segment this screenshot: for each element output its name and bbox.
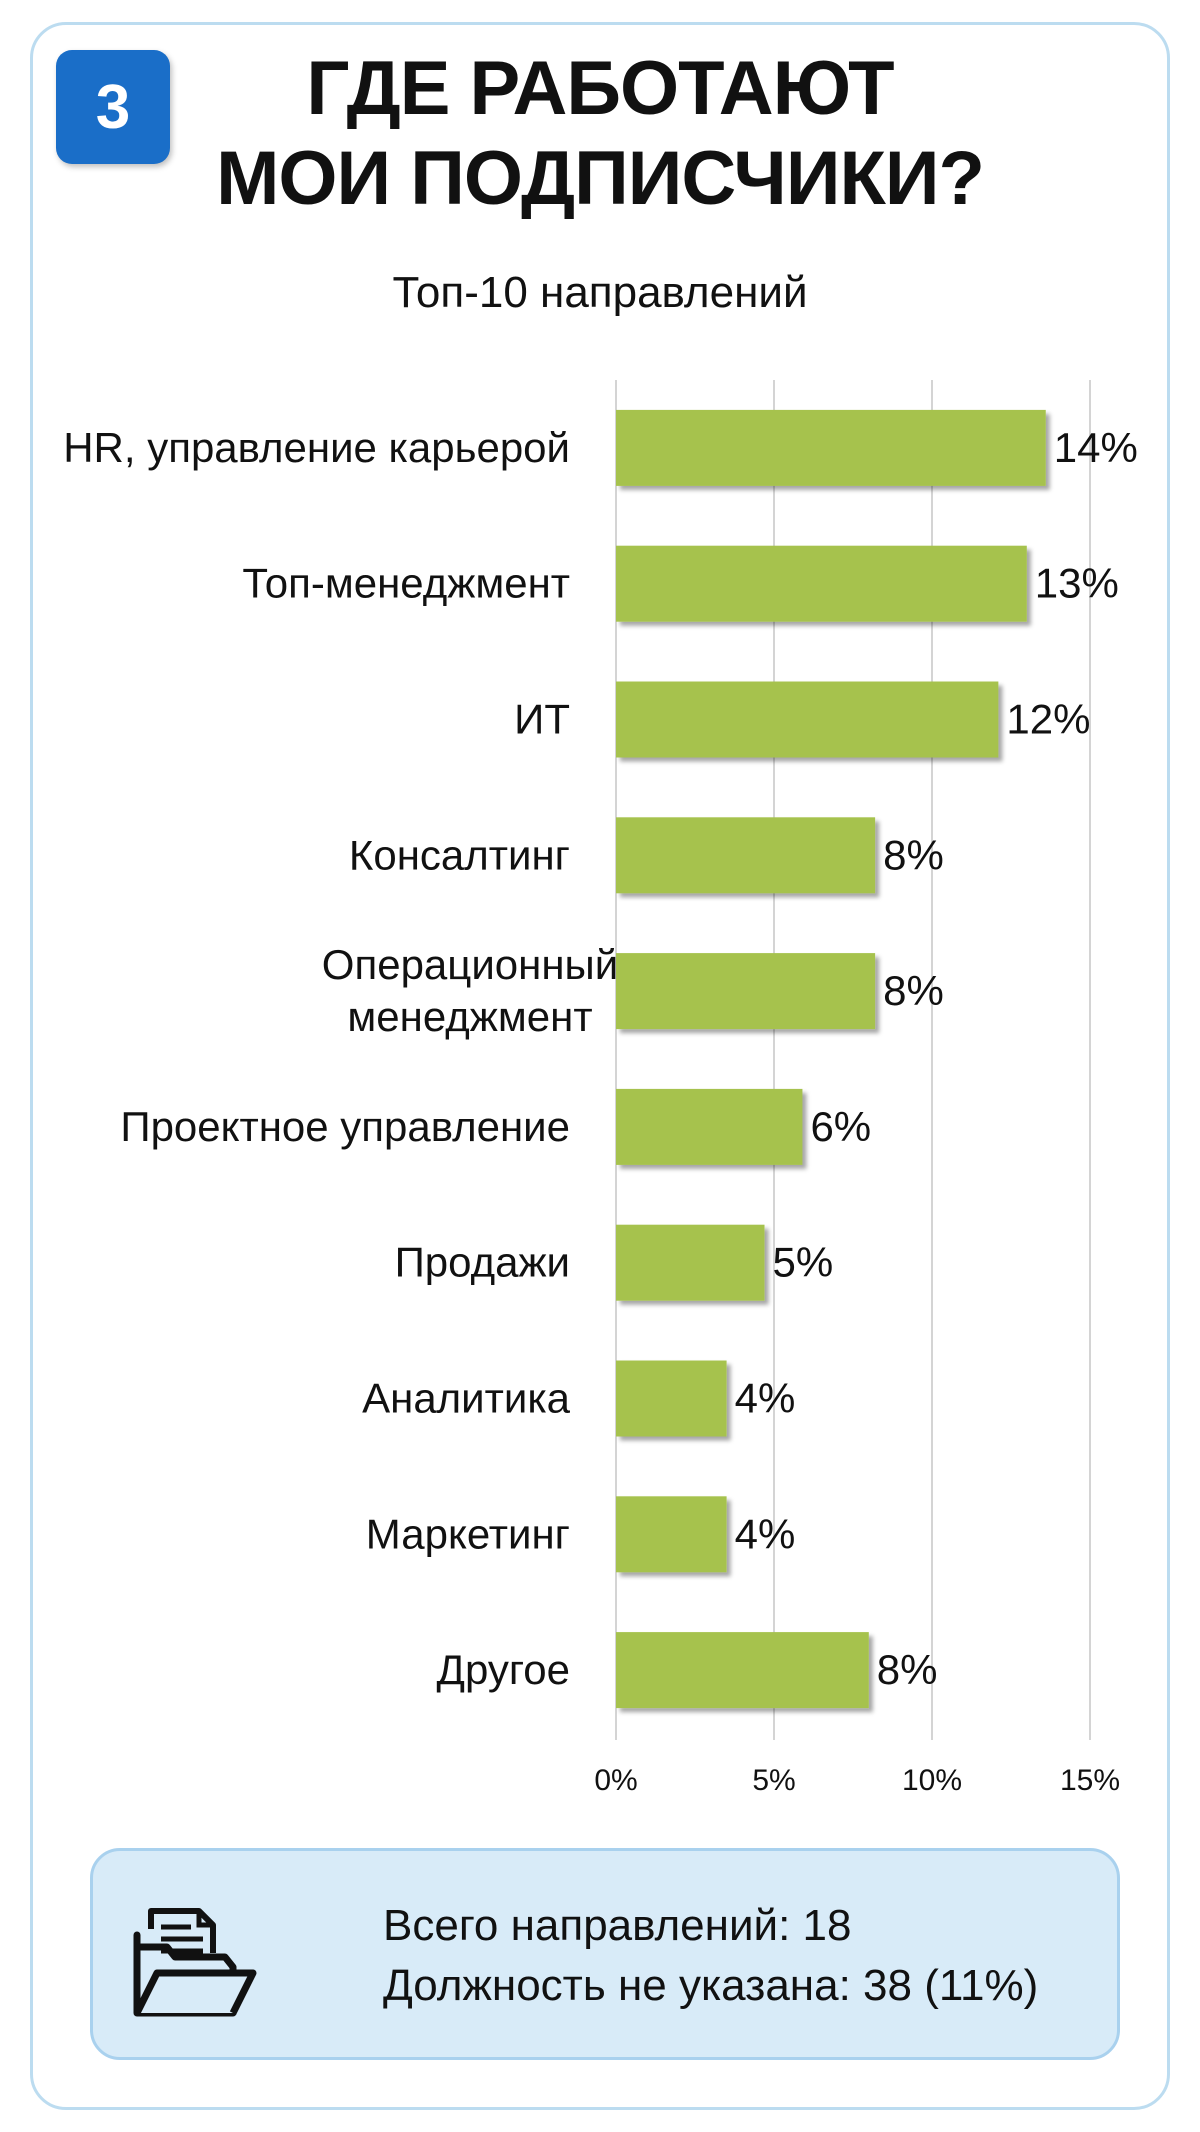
bar xyxy=(616,1360,727,1437)
category-label: Топ-менеджмент xyxy=(242,560,570,607)
bar xyxy=(616,953,876,1030)
data-label: 8% xyxy=(883,967,944,1014)
category-label: Операционный менеджмент xyxy=(322,941,618,1040)
folder-document-icon xyxy=(133,1908,257,2017)
data-label: 4% xyxy=(735,1375,796,1422)
category-label: Другое xyxy=(437,1646,570,1693)
bar xyxy=(616,1088,803,1165)
category-label: Аналитика xyxy=(362,1375,571,1422)
data-label: 13% xyxy=(1035,560,1119,607)
title-line-2: МОИ ПОДПИСЧИКИ? xyxy=(216,135,985,221)
bar xyxy=(616,681,999,758)
x-tick-label: 5% xyxy=(752,1764,795,1797)
summary-box: Всего направлений: 18 Должность не указа… xyxy=(90,1848,1120,2060)
data-label: 5% xyxy=(773,1239,834,1286)
bar xyxy=(616,545,1027,622)
x-tick-label: 0% xyxy=(594,1764,637,1797)
unspecified-position-text: Должность не указана: 38 (11%) xyxy=(383,1961,1039,2010)
data-label: 6% xyxy=(810,1103,871,1150)
bar xyxy=(616,817,876,894)
x-tick-label: 15% xyxy=(1060,1764,1120,1797)
category-label: Продажи xyxy=(395,1239,570,1286)
title-line-1: ГДЕ РАБОТАЮТ xyxy=(306,46,894,131)
data-label: 8% xyxy=(877,1646,938,1693)
category-label: ИТ xyxy=(514,696,570,743)
bar xyxy=(616,1224,765,1301)
x-tick-label: 10% xyxy=(902,1764,962,1797)
bar xyxy=(616,1496,727,1573)
category-label: Маркетинг xyxy=(366,1510,570,1557)
page-title: ГДЕ РАБОТАЮТ МОИ ПОДПИСЧИКИ? xyxy=(200,44,1000,223)
chart-title: Топ-10 направлений xyxy=(392,268,808,317)
category-label: HR, управление карьерой xyxy=(63,424,570,471)
section-number-badge: 3 xyxy=(56,50,170,164)
bar xyxy=(616,1632,869,1709)
data-label: 12% xyxy=(1006,696,1090,743)
data-label: 8% xyxy=(883,831,944,878)
infographic-card xyxy=(30,22,1170,2110)
total-directions-text: Всего направлений: 18 xyxy=(383,1901,852,1950)
bar xyxy=(616,409,1046,486)
category-label: Проектное управление xyxy=(120,1103,570,1150)
data-label: 4% xyxy=(735,1510,796,1557)
bar-chart: 14% HR, управление карьерой 13% Топ-менеджм… xyxy=(63,380,1138,1797)
category-label: Консалтинг xyxy=(349,831,570,878)
data-label: 14% xyxy=(1054,424,1138,471)
